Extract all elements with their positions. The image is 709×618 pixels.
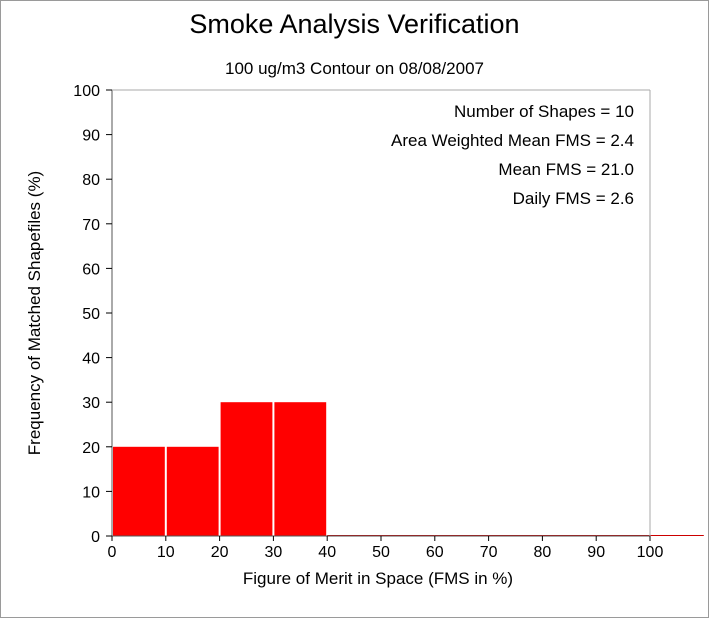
y-tick-label-30: 30	[82, 395, 100, 412]
bars-group	[113, 402, 704, 536]
x-tick-label-100: 100	[637, 544, 664, 561]
ticks-group: 0 10 20 30 40 50 60 70 80 90 100 0 10 20 30 40 50 60 70 80 9…	[73, 83, 663, 561]
chart-title: Smoke Analysis Verification	[189, 9, 520, 39]
y-tick-label-40: 40	[82, 351, 100, 368]
x-tick-label-10: 10	[157, 544, 175, 561]
y-tick-label-70: 70	[82, 217, 100, 234]
y-tick-label-50: 50	[82, 306, 100, 323]
y-tick-label-100: 100	[73, 83, 100, 100]
bar-1	[166, 446, 219, 536]
y-tick-label-10: 10	[82, 484, 100, 501]
y-tick-label-20: 20	[82, 440, 100, 457]
bar-3	[274, 402, 327, 536]
x-tick-label-50: 50	[372, 544, 390, 561]
annotations-group: Number of Shapes = 10 Area Weighted Mean …	[391, 102, 634, 208]
bar-0	[113, 446, 165, 536]
x-tick-label-90: 90	[587, 544, 605, 561]
annotation-2: Mean FMS = 21.0	[498, 160, 634, 179]
y-tick-label-0: 0	[91, 529, 100, 546]
x-tick-label-0: 0	[108, 544, 117, 561]
x-tick-label-20: 20	[211, 544, 229, 561]
y-tick-label-60: 60	[82, 261, 100, 278]
chart-subtitle: 100 ug/m3 Contour on 08/08/2007	[225, 59, 484, 78]
annotation-0: Number of Shapes = 10	[454, 102, 634, 121]
y-tick-label-80: 80	[82, 172, 100, 189]
x-tick-label-30: 30	[265, 544, 283, 561]
x-axis-label: Figure of Merit in Space (FMS in %)	[243, 569, 513, 588]
annotation-3: Daily FMS = 2.6	[513, 189, 634, 208]
y-axis-label: Frequency of Matched Shapefiles (%)	[25, 171, 44, 455]
x-tick-label-80: 80	[534, 544, 552, 561]
y-tick-label-90: 90	[82, 128, 100, 145]
bar-2	[220, 402, 273, 536]
x-tick-label-60: 60	[426, 544, 444, 561]
x-tick-label-70: 70	[480, 544, 498, 561]
x-tick-label-40: 40	[318, 544, 336, 561]
annotation-1: Area Weighted Mean FMS = 2.4	[391, 131, 634, 150]
